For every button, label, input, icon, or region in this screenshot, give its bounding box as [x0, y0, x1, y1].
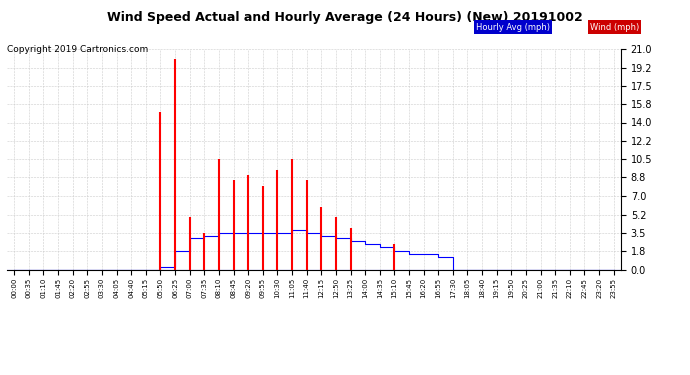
Text: Wind Speed Actual and Hourly Average (24 Hours) (New) 20191002: Wind Speed Actual and Hourly Average (24… — [107, 11, 583, 24]
Text: Wind (mph): Wind (mph) — [590, 22, 639, 32]
Text: Copyright 2019 Cartronics.com: Copyright 2019 Cartronics.com — [7, 45, 148, 54]
Text: Hourly Avg (mph): Hourly Avg (mph) — [476, 22, 550, 32]
